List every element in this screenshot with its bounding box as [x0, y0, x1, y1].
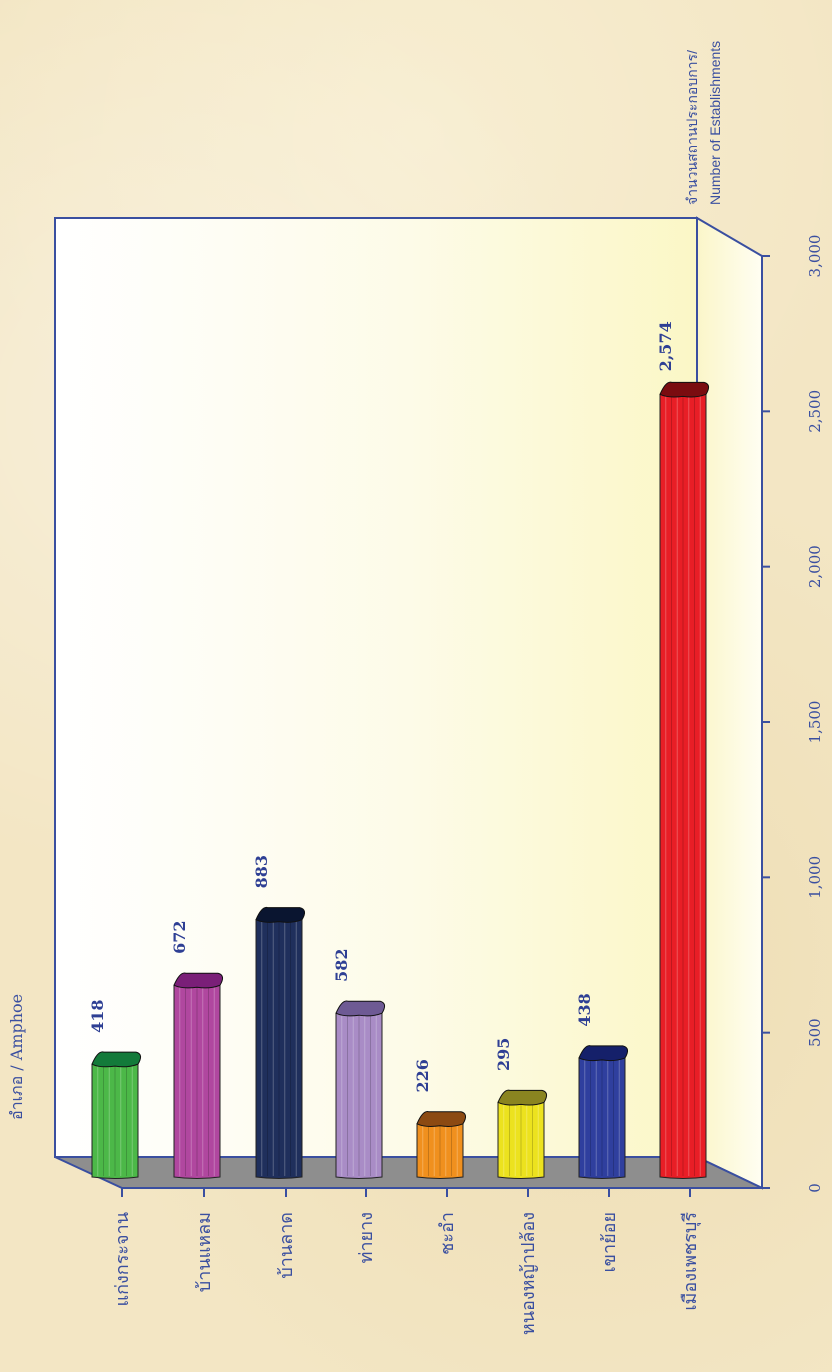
- bar-body: [497, 1101, 545, 1179]
- category-label: ท่ายาง: [356, 1212, 377, 1263]
- bar-body: [578, 1057, 626, 1179]
- bar-body: [416, 1123, 464, 1179]
- data-label: 226: [413, 1059, 432, 1092]
- category-label: ชะอำ: [437, 1212, 458, 1255]
- value-tick-label: 1,000: [806, 856, 824, 899]
- bar: [255, 906, 306, 1179]
- bar-top-cap: [416, 1111, 467, 1127]
- bar: [659, 381, 710, 1179]
- bar-top-cap: [335, 1000, 386, 1017]
- x-axis-title: อำเภอ / Amphoe: [7, 994, 26, 1120]
- value-tick-label: 2,000: [806, 545, 824, 588]
- value-tick-label: 2,500: [806, 390, 824, 433]
- bar-top-cap: [497, 1089, 548, 1106]
- value-tick-label: 1,500: [806, 701, 824, 744]
- bar-top-cap: [659, 381, 710, 398]
- category-label: หนองหญ้าปล้อง: [518, 1212, 539, 1335]
- bar: [173, 972, 224, 1179]
- bar: [335, 1000, 386, 1179]
- category-label: บ้านแหลม: [194, 1212, 215, 1292]
- bar-top-cap: [255, 906, 306, 923]
- category-label: บ้านลาด: [276, 1212, 297, 1279]
- category-label: แก่งกระจาน: [112, 1212, 133, 1306]
- bar-body: [173, 984, 221, 1179]
- chart-floor: [54, 1156, 763, 1189]
- y-axis-title-line2: Number of Establishments: [707, 41, 723, 205]
- data-label: 418: [88, 999, 107, 1032]
- bar: [91, 1051, 142, 1179]
- y-axis-title-line1: จำนวนสถานประกอบการ/: [684, 50, 700, 205]
- bar: [416, 1111, 467, 1179]
- data-label: 672: [170, 921, 189, 954]
- data-label: 295: [494, 1038, 513, 1071]
- bar-body: [255, 919, 303, 1179]
- data-label: 2,574: [656, 321, 675, 371]
- data-label: 582: [332, 948, 351, 981]
- chart-side-wall: [696, 216, 763, 1190]
- value-tick-label: 0: [806, 1183, 824, 1193]
- bar-top-cap: [91, 1051, 142, 1068]
- data-label: 438: [575, 993, 594, 1026]
- bar-top-cap: [173, 972, 224, 989]
- bar-body: [335, 1012, 383, 1179]
- category-label: เขาย้อย: [599, 1212, 620, 1272]
- bar: [578, 1045, 629, 1179]
- value-tick-label: 500: [806, 1018, 824, 1047]
- bar: [497, 1089, 548, 1179]
- data-label: 883: [252, 855, 271, 888]
- bar-top-cap: [578, 1045, 629, 1062]
- category-label: เมืองเพชรบุรี: [680, 1212, 701, 1311]
- bar-body: [91, 1063, 139, 1179]
- value-tick-label: 3,000: [806, 235, 824, 278]
- bar-body: [659, 393, 707, 1179]
